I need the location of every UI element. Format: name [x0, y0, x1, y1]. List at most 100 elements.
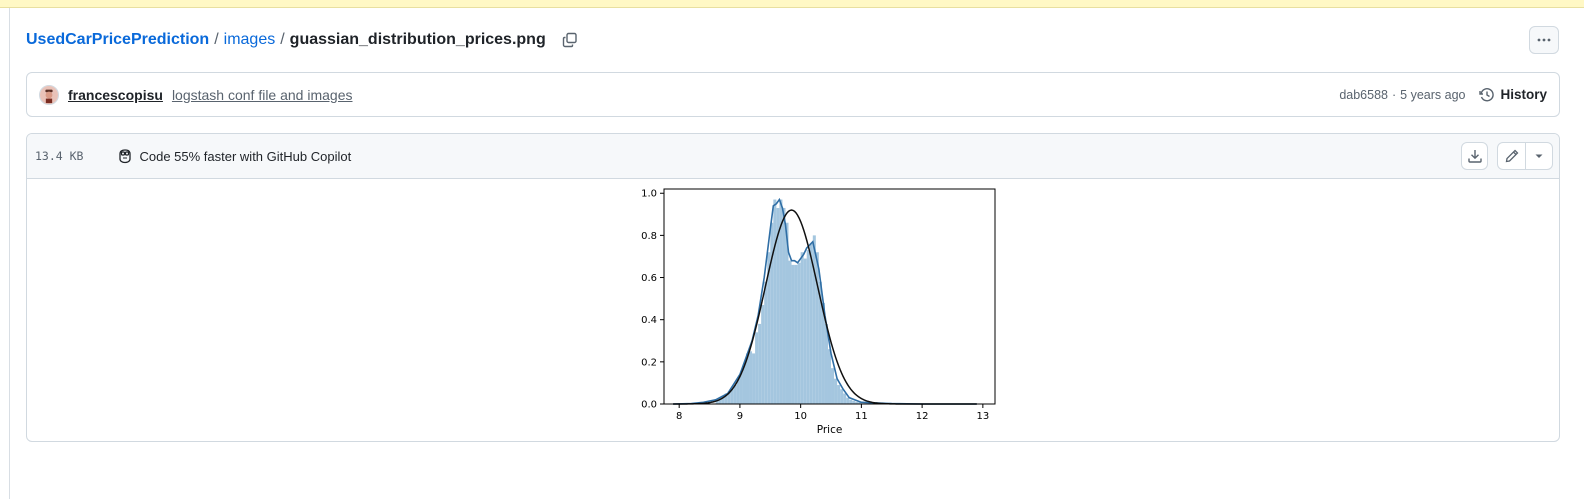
histogram-bar — [739, 372, 743, 404]
histogram-bar — [749, 351, 753, 404]
copy-icon — [562, 32, 577, 48]
y-tick-label: 0.8 — [641, 231, 657, 242]
histogram-bar — [718, 397, 722, 404]
avatar[interactable] — [39, 84, 59, 105]
copilot-promo-text: Code 55% faster with GitHub Copilot — [139, 148, 352, 164]
breadcrumb: UsedCarPricePrediction / images / guassi… — [26, 28, 580, 52]
x-tick-label: 9 — [737, 411, 743, 422]
histogram-bar — [773, 199, 777, 404]
histogram-bar — [727, 391, 731, 404]
edit-dropdown-button[interactable] — [1525, 143, 1552, 169]
file-header: 13.4 KB Code 55% faster with GitHub Copi… — [27, 134, 1559, 179]
y-tick-label: 0.6 — [641, 273, 657, 284]
histogram-bar — [715, 399, 719, 404]
kde-line — [673, 197, 977, 405]
commit-meta-dot: · — [1391, 87, 1397, 102]
y-tick-label: 0.0 — [641, 400, 657, 411]
histogram-bar — [831, 368, 835, 404]
histogram-bar — [855, 401, 859, 404]
avatar-image — [40, 85, 58, 104]
histogram-bar — [803, 258, 807, 404]
triangle-down-icon — [1535, 154, 1543, 158]
top-banner — [0, 0, 1584, 8]
histogram-bar — [834, 378, 838, 404]
plot-frame — [663, 188, 996, 405]
x-axis-label: Price — [817, 424, 843, 436]
histogram-bar — [797, 262, 801, 404]
copy-path-button[interactable] — [560, 30, 580, 50]
histogram-bar — [837, 385, 841, 404]
commit-age: 5 years ago — [1400, 87, 1466, 102]
histogram-bar — [742, 363, 746, 404]
breadcrumb-separator: / — [214, 31, 219, 48]
copilot-promo-link[interactable]: Code 55% faster with GitHub Copilot — [117, 148, 351, 164]
commit-hash-link[interactable]: dab6588 — [1339, 87, 1388, 102]
edit-file-button[interactable] — [1498, 143, 1525, 169]
commit-meta: dab6588 · 5 years ago History — [1339, 87, 1547, 103]
more-options-button[interactable] — [1529, 26, 1559, 54]
distribution-chart: 8 9 10 11 12 13 0.0 0.2 0.4 0.6 0.8 1.0 Price — [641, 188, 996, 436]
histogram-bar — [812, 235, 816, 404]
histogram-bar — [733, 385, 737, 404]
x-tick-label: 8 — [676, 411, 682, 422]
breadcrumb-separator: / — [280, 31, 285, 48]
kebab-horizontal-icon — [1537, 38, 1551, 42]
histogram-bar — [724, 393, 728, 404]
histogram-bar — [846, 397, 850, 404]
histogram-bar — [776, 207, 780, 404]
histogram-bar — [752, 353, 756, 404]
histogram-bar — [791, 264, 795, 404]
download-button[interactable] — [1461, 142, 1488, 170]
histogram-bar — [843, 393, 847, 404]
histogram-bar — [758, 323, 762, 404]
file-actions — [1461, 142, 1553, 170]
histogram-bar — [821, 302, 825, 404]
histogram-bar — [730, 389, 734, 404]
breadcrumb-folder-link[interactable]: images — [223, 31, 276, 48]
x-tick-label: 12 — [916, 411, 929, 422]
histogram-bar — [818, 281, 822, 404]
histogram-bar — [782, 207, 786, 404]
copilot-icon — [119, 149, 132, 164]
histogram-bar — [800, 252, 804, 404]
image-preview: 8 9 10 11 12 13 0.0 0.2 0.4 0.6 0.8 1.0 Price — [613, 188, 1013, 441]
histogram-bar — [755, 332, 759, 404]
histogram-bar — [827, 349, 832, 404]
histogram-bar — [849, 399, 853, 404]
histogram-bar — [806, 250, 810, 404]
histogram-bar — [788, 260, 792, 404]
histogram-bar — [852, 400, 856, 404]
edit-button-group — [1497, 142, 1553, 170]
histogram-bar — [794, 264, 798, 404]
y-tick-label: 0.2 — [641, 357, 657, 368]
file-viewer: 13.4 KB Code 55% faster with GitHub Copi… — [26, 133, 1560, 442]
history-button[interactable]: History — [1479, 87, 1547, 103]
histogram-bar — [764, 281, 768, 404]
pencil-icon — [1505, 149, 1518, 163]
histogram-bar — [736, 378, 740, 404]
histogram-bar — [824, 323, 828, 404]
histogram-bar — [721, 395, 725, 404]
commit-message-link[interactable]: logstash conf file and images — [171, 86, 353, 103]
left-divider — [9, 8, 10, 499]
x-tick-label: 10 — [794, 411, 807, 422]
history-label: History — [1500, 87, 1547, 102]
x-tick-label: 11 — [855, 411, 868, 422]
x-tick-label: 13 — [976, 411, 989, 422]
histogram-bar — [770, 222, 774, 404]
histogram-bar — [745, 353, 750, 404]
histogram-bar — [840, 389, 844, 404]
y-tick-label: 1.0 — [641, 189, 657, 200]
history-icon — [1479, 87, 1495, 101]
latest-commit-bar: francescopisu logstash conf file and ima… — [26, 72, 1560, 117]
histogram-bar — [785, 222, 789, 404]
histogram-bar — [858, 402, 862, 404]
histogram-bar — [779, 199, 783, 404]
breadcrumb-repo-link[interactable]: UsedCarPricePrediction — [26, 31, 210, 48]
download-icon — [1467, 150, 1482, 163]
histogram-bar — [767, 252, 771, 404]
file-size: 13.4 KB — [35, 149, 84, 163]
histogram-bar — [761, 304, 765, 404]
histogram-bar — [809, 243, 813, 404]
commit-author-link[interactable]: francescopisu — [68, 86, 163, 103]
